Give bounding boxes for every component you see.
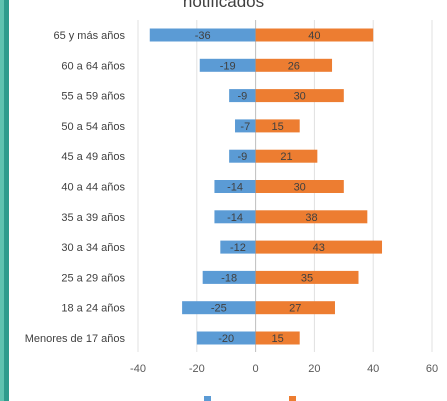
data-label: -25 [211, 303, 227, 315]
data-label: -14 [227, 182, 243, 194]
bar-positive [255, 149, 318, 163]
left-accent-strip [0, 0, 4, 401]
data-label: 30 [294, 91, 306, 103]
bar-positive [255, 89, 344, 103]
data-label: 27 [289, 303, 301, 315]
bar-negative [199, 58, 256, 72]
bar-negative [214, 180, 256, 193]
data-label: 30 [294, 182, 306, 194]
category-label: Menores de 17 años [25, 333, 126, 345]
category-label: 60 a 64 años [61, 60, 125, 72]
data-label: -12 [230, 242, 246, 254]
data-label: -9 [237, 91, 247, 103]
bar-negative [202, 270, 256, 284]
data-label: 15 [272, 333, 284, 345]
category-label: 50 a 54 años [61, 121, 125, 133]
category-label: 25 a 29 años [61, 272, 125, 284]
category-label: 35 a 39 años [61, 212, 125, 224]
bar-negative [196, 331, 256, 345]
data-label: 26 [288, 60, 300, 72]
bar-positive [255, 240, 383, 254]
data-label: -7 [240, 121, 250, 133]
bar-negative [149, 28, 256, 42]
bar-positive [255, 210, 368, 224]
data-label: 38 [305, 212, 317, 224]
data-label: -9 [237, 151, 247, 163]
bar-positive [255, 58, 333, 72]
bar-positive [255, 28, 374, 42]
data-label: 43 [313, 242, 325, 254]
data-label: -19 [220, 60, 236, 72]
category-label: 65 y más años [53, 30, 125, 42]
data-label: 40 [308, 30, 320, 42]
bar-negative [235, 119, 256, 133]
chart-title: notificados [182, 0, 265, 11]
data-label: -14 [227, 212, 243, 224]
x-tick-label: -40 [130, 363, 146, 375]
data-label: -36 [195, 30, 211, 42]
data-label: 15 [272, 121, 284, 133]
x-tick-label: 0 [253, 363, 259, 375]
bar-negative [229, 89, 256, 103]
x-tick-label: 40 [367, 363, 379, 375]
category-label: 18 a 24 años [61, 303, 125, 315]
category-label: 40 a 44 años [61, 182, 125, 194]
category-label: 45 a 49 años [61, 151, 125, 163]
bar-negative [229, 149, 256, 163]
left-accent-strip-dark [4, 0, 9, 401]
x-tick-label: 60 [426, 363, 438, 375]
bar-negative [214, 210, 256, 224]
x-tick-label: 20 [308, 363, 320, 375]
data-label: -18 [221, 272, 237, 284]
bar-positive [255, 270, 359, 284]
bar-positive [255, 301, 335, 315]
category-label: 30 a 34 años [61, 242, 125, 254]
bar-positive [255, 331, 300, 345]
bar-negative [220, 240, 256, 254]
category-label: 55 a 59 años [61, 91, 125, 103]
x-tick-label: -20 [189, 363, 205, 375]
data-label: 35 [301, 272, 313, 284]
bar-negative [182, 301, 256, 315]
bar-positive [255, 119, 300, 133]
legend-marker [289, 396, 296, 401]
data-label: -20 [218, 333, 234, 345]
data-label: 21 [280, 151, 292, 163]
legend-marker [204, 396, 211, 401]
bar-positive [255, 180, 344, 193]
